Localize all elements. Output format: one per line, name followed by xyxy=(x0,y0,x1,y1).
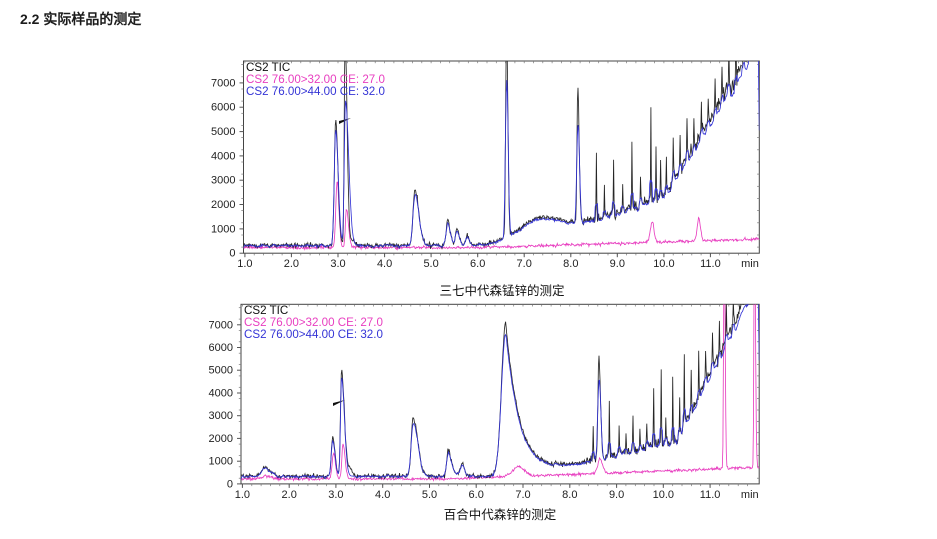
svg-text:9.0: 9.0 xyxy=(609,489,624,501)
svg-text:7.0: 7.0 xyxy=(515,489,530,501)
svg-text:6000: 6000 xyxy=(209,342,233,354)
svg-text:6.0: 6.0 xyxy=(469,489,484,501)
svg-text:5000: 5000 xyxy=(209,365,233,377)
svg-text:5.0: 5.0 xyxy=(422,489,437,501)
svg-text:2000: 2000 xyxy=(209,433,233,445)
svg-text:3.0: 3.0 xyxy=(328,489,343,501)
svg-text:8.0: 8.0 xyxy=(562,489,577,501)
svg-text:10.0: 10.0 xyxy=(653,489,674,501)
svg-text:4000: 4000 xyxy=(209,388,233,400)
svg-text:2.0: 2.0 xyxy=(282,489,297,501)
svg-text:7000: 7000 xyxy=(209,319,233,331)
svg-text:1.0: 1.0 xyxy=(235,489,250,501)
svg-text:min: min xyxy=(741,489,759,501)
svg-text:11.0: 11.0 xyxy=(700,489,721,501)
svg-text:1000: 1000 xyxy=(209,456,233,468)
svg-text:0: 0 xyxy=(227,478,233,490)
svg-text:3000: 3000 xyxy=(209,410,233,422)
svg-text:4.0: 4.0 xyxy=(375,489,390,501)
